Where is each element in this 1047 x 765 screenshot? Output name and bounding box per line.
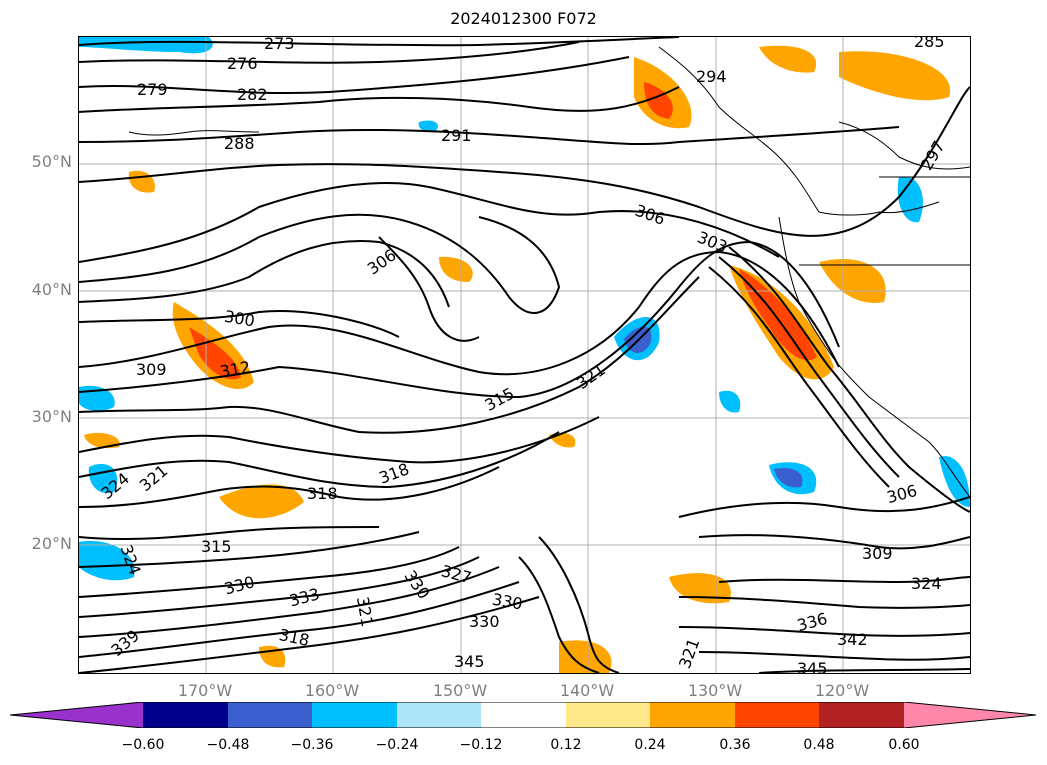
lat-label: 20°N [31, 534, 72, 553]
contour-label: 324 [911, 574, 942, 593]
colorbar-tick-label: 0.24 [634, 737, 666, 753]
contour-label: 345 [797, 659, 828, 673]
contour-label: 285 [914, 37, 945, 51]
contour-label: 300 [223, 307, 256, 331]
contour-label: 309 [862, 544, 893, 563]
lat-label: 30°N [31, 407, 72, 426]
contour-label: 318 [277, 625, 311, 650]
contour-label: 318 [376, 459, 411, 487]
colorbar-tick-label: 0.12 [550, 737, 582, 753]
colorbar-tick-label: −0.24 [375, 737, 419, 753]
colorbar-segment [566, 702, 650, 728]
map-title: 2024012300 F072 [450, 9, 597, 28]
colorbar-segment [904, 702, 1036, 728]
lon-label: 120°W [814, 681, 870, 700]
contour-label: 315 [201, 537, 232, 556]
lon-label: 140°W [559, 681, 615, 700]
contour-label: 291 [441, 126, 472, 145]
colorbar-segment [650, 702, 735, 728]
lon-label: 160°W [304, 681, 360, 700]
colorbar-segment [10, 702, 143, 728]
contour-label: 318 [307, 484, 338, 503]
colorbar-segment [735, 702, 819, 728]
negative-anomaly-patches [79, 37, 970, 581]
contour-label: 288 [224, 134, 255, 153]
contour-label: 321 [675, 636, 703, 671]
colorbar-tick-label: −0.60 [121, 737, 165, 753]
contour-label: 339 [107, 626, 143, 660]
contour-label: 345 [454, 652, 485, 671]
colorbar-segment [481, 702, 566, 728]
contour-label: 333 [287, 584, 321, 610]
contour-label: 327 [439, 561, 473, 587]
map-canvas: 273 276 279 282 285 288 291 294 297 300 … [79, 37, 970, 673]
contour-label: 330 [222, 572, 256, 598]
contour-label: 294 [696, 67, 727, 86]
colorbar-tick-label: 0.36 [719, 737, 751, 753]
map-panel: 273 276 279 282 285 288 291 294 297 300 … [78, 36, 971, 674]
colorbar-tick-label: −0.36 [290, 737, 334, 753]
contour-label: 306 [885, 481, 919, 507]
colorbar-segment [143, 702, 228, 728]
contour-label: 342 [837, 630, 868, 649]
contour-label: 297 [917, 137, 949, 173]
lat-label: 40°N [31, 280, 72, 299]
contour-lines [79, 37, 970, 673]
colorbar-tick-label: −0.12 [459, 737, 503, 753]
contour-label: 276 [227, 54, 258, 73]
lon-label: 130°W [687, 681, 743, 700]
colorbar-segment [312, 702, 397, 728]
contour-label: 273 [264, 37, 295, 53]
lon-label: 150°W [432, 681, 488, 700]
contour-label: 306 [633, 201, 668, 229]
contour-label: 306 [364, 245, 400, 278]
colorbar-segment [819, 702, 904, 728]
colorbar-segment [228, 702, 312, 728]
contour-label: 279 [137, 80, 168, 99]
lat-label: 50°N [31, 152, 72, 171]
contour-label: 336 [795, 609, 829, 635]
contour-label: 330 [469, 612, 500, 631]
colorbar [10, 702, 1036, 728]
contour-label: 315 [482, 384, 518, 415]
contour-label: 309 [136, 360, 167, 379]
positive-anomaly-patches [84, 45, 951, 673]
colorbar-tick-label: 0.60 [888, 737, 920, 753]
colorbar-tick-label: −0.48 [206, 737, 250, 753]
coastlines [128, 46, 970, 498]
contour-label: 282 [237, 85, 268, 104]
lon-label: 170°W [177, 681, 233, 700]
graticule [79, 37, 970, 673]
colorbar-tick-label: 0.48 [803, 737, 835, 753]
colorbar-segment [397, 702, 481, 728]
